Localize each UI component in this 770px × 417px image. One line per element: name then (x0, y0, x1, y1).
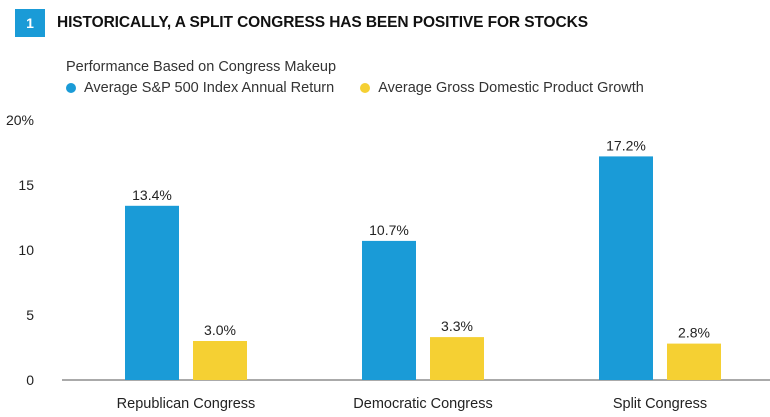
legend-dot-sp500 (66, 83, 76, 93)
y-tick-label: 20% (6, 112, 34, 128)
x-tick-label: Split Congress (613, 396, 707, 412)
legend-item-sp500: Average S&P 500 Index Annual Return (66, 80, 334, 96)
bar (599, 156, 653, 380)
y-tick-label: 5 (26, 307, 34, 323)
figure-number-badge: 1 (15, 9, 45, 37)
bar (193, 341, 247, 380)
legend-item-gdp: Average Gross Domestic Product Growth (360, 80, 644, 96)
x-tick-label: Democratic Congress (353, 396, 492, 412)
legend-label-gdp: Average Gross Domestic Product Growth (378, 80, 644, 96)
chart-title: HISTORICALLY, A SPLIT CONGRESS HAS BEEN … (57, 14, 588, 31)
bar-value-label: 3.0% (204, 322, 236, 338)
bar (362, 240, 416, 380)
y-tick-label: 15 (18, 177, 34, 193)
bar (125, 205, 179, 380)
chart-subtitle: Performance Based on Congress Makeup (66, 59, 337, 75)
y-tick-label: 10 (18, 242, 34, 258)
legend-dot-gdp (360, 83, 371, 93)
bar-value-label: 3.3% (441, 318, 473, 334)
bar (667, 343, 721, 380)
y-tick-label: 0 (26, 372, 34, 388)
bar-value-label: 13.4% (132, 187, 172, 203)
bar (430, 337, 484, 380)
bar-value-label: 2.8% (678, 325, 710, 341)
bar-value-label: 10.7% (369, 222, 409, 238)
legend-label-sp500: Average S&P 500 Index Annual Return (84, 80, 335, 96)
x-tick-label: Republican Congress (117, 396, 256, 412)
chart-header: 1 HISTORICALLY, A SPLIT CONGRESS HAS BEE… (15, 9, 588, 37)
chart-legend: Average S&P 500 Index Annual Return Aver… (66, 80, 670, 96)
bar-value-label: 17.2% (606, 137, 646, 153)
